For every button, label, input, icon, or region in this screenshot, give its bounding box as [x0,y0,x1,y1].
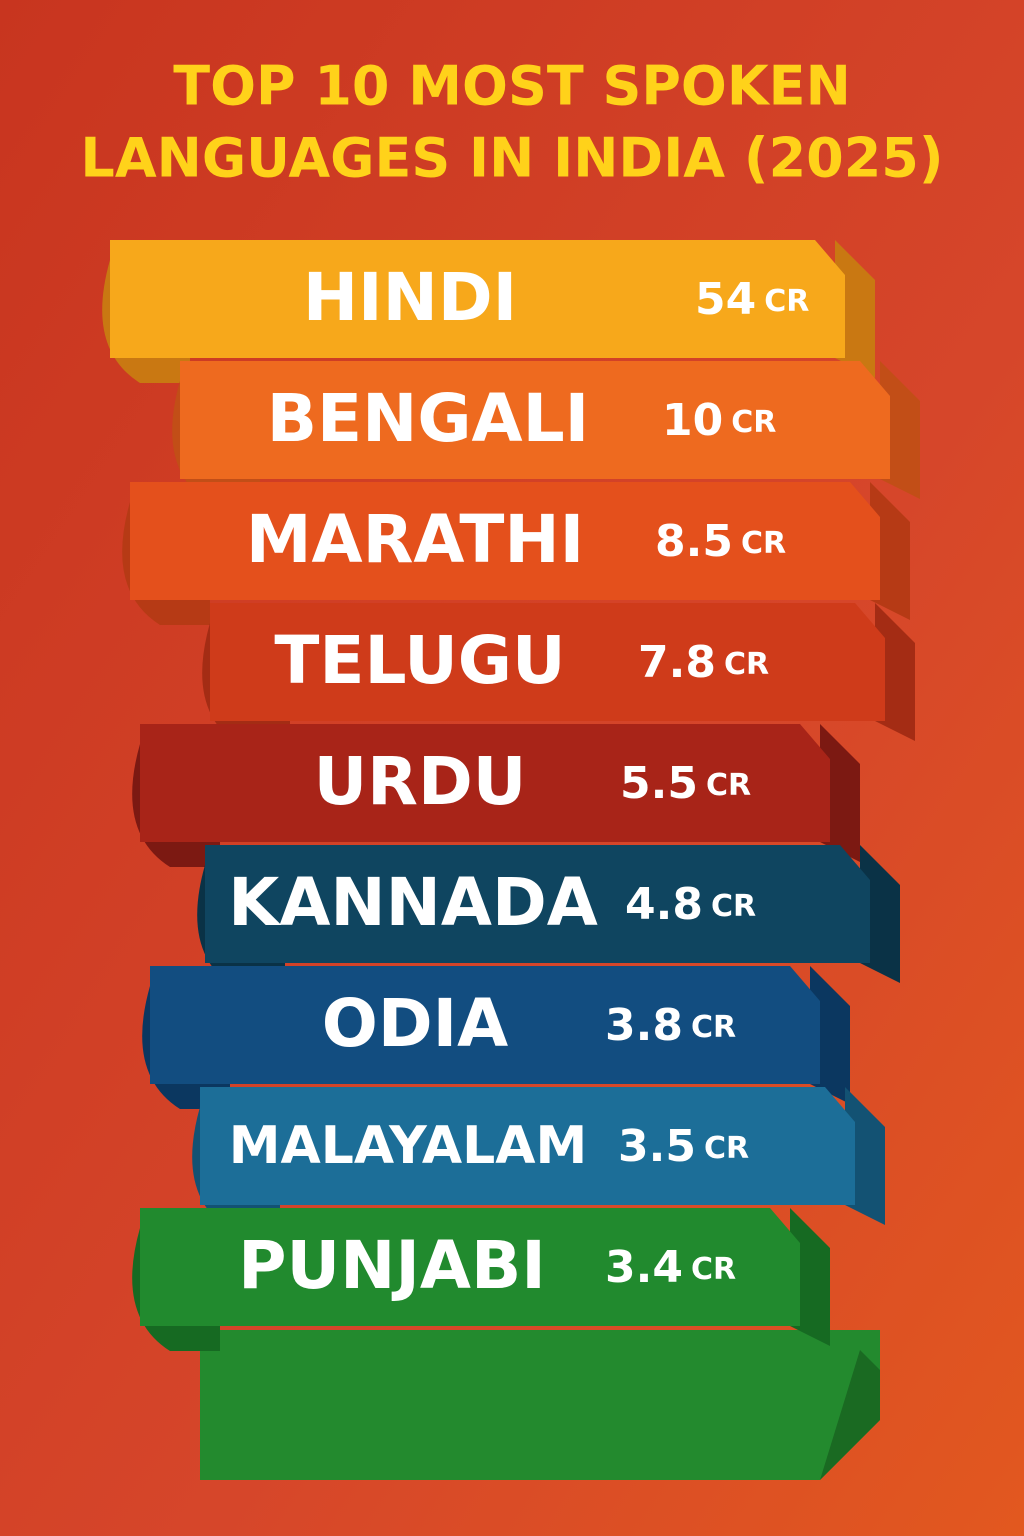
language-name: KANNADA [228,864,598,941]
speakers-value: 4.8 [625,879,703,930]
speakers-label: 5.5 CR [620,758,751,809]
speakers-value: 3.5 [618,1121,696,1172]
speakers-label: 54 CR [695,274,809,325]
language-name: URDU [314,743,527,820]
ribbon [130,482,880,600]
language-name: MARATHI [246,501,584,578]
speakers-value: 8.5 [655,516,733,567]
speakers-value: 10 [662,395,723,446]
ribbon [205,845,870,963]
language-name: HINDI [303,259,517,336]
speakers-label: 8.5 CR [655,516,786,567]
ribbon [110,240,845,358]
speakers-unit: CR [764,284,809,319]
speakers-value: 54 [695,274,756,325]
speakers-value: 3.8 [605,1000,683,1051]
ribbon [180,361,890,479]
language-name: BENGALI [267,380,590,457]
title-line: TOP 10 MOST SPOKEN [173,55,851,118]
speakers-label: 7.8 CR [638,637,769,688]
speakers-label: 3.4 CR [605,1242,736,1293]
speakers-unit: CR [691,1252,736,1287]
language-name: MALAYALAM [229,1116,587,1176]
language-name: TELUGU [274,622,565,699]
speakers-label: 3.8 CR [605,1000,736,1051]
speakers-label: 10 CR [662,395,776,446]
speakers-unit: CR [741,526,786,561]
speakers-unit: CR [731,405,776,440]
title-line: LANGUAGES IN INDIA (2025) [80,127,943,190]
speakers-value: 7.8 [638,637,716,688]
speakers-unit: CR [691,1010,736,1045]
language-name: ODIA [322,985,509,1062]
speakers-unit: CR [711,889,756,924]
ribbon-tail [200,1330,880,1480]
speakers-value: 5.5 [620,758,698,809]
ribbon [140,1208,800,1326]
speakers-unit: CR [706,768,751,803]
ribbon [150,966,820,1084]
ribbon [140,724,830,842]
language-name: PUNJABI [238,1227,546,1304]
speakers-label: 3.5 CR [618,1121,749,1172]
ribbon [210,603,885,721]
ribbon [200,1087,855,1205]
speakers-value: 3.4 [605,1242,683,1293]
speakers-unit: CR [724,647,769,682]
speakers-unit: CR [704,1131,749,1166]
speakers-label: 4.8 CR [625,879,756,930]
ribbon-tail-shade [820,1350,880,1480]
